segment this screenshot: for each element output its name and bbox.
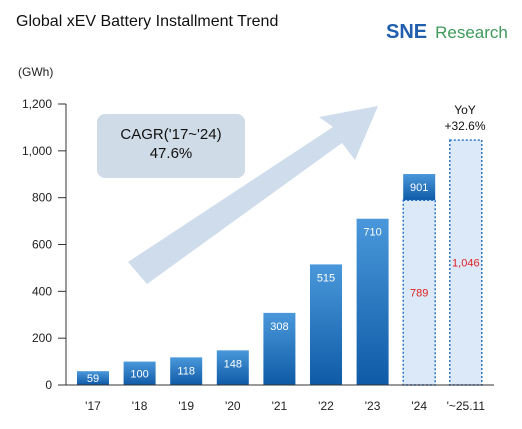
x-tick-label: '22 <box>318 399 334 413</box>
bar <box>170 357 203 385</box>
bar-value-label: 308 <box>270 321 288 333</box>
x-tick-label: '21 <box>272 399 288 413</box>
growth-arrow <box>128 106 378 284</box>
x-tick-label: '~25.11 <box>447 399 486 413</box>
y-tick-label: 0 <box>45 378 52 392</box>
bar <box>216 350 249 385</box>
sne-research-logo: SNE Research <box>386 21 508 43</box>
x-tick-label: '19 <box>178 399 194 413</box>
y-tick-label: 1,200 <box>22 97 52 111</box>
bars: 59 100 118 148 308 515 710 901 789 1,046 <box>77 139 483 386</box>
x-tick-label: '23 <box>365 399 381 413</box>
bar-value-label: 1,046 <box>452 258 480 270</box>
bar <box>403 174 436 201</box>
cagr-box-bg <box>97 114 245 178</box>
cagr-line1: CAGR('17~'24) <box>120 126 221 143</box>
yoy-label: YoY +32.6% <box>444 103 485 133</box>
yoy-line1: YoY <box>454 103 476 117</box>
y-axis: 0 200 400 600 800 1,000 1,200 <box>22 97 67 392</box>
chart-title: Global xEV Battery Installment Trend <box>16 13 278 30</box>
bar-value-label: 118 <box>177 365 195 377</box>
bar-dotted <box>402 199 436 386</box>
bar-partial-label: 789 <box>410 288 428 300</box>
x-tick-label: '20 <box>225 399 241 413</box>
unit-label: (GWh) <box>18 65 53 79</box>
x-tick-label: '17 <box>85 399 101 413</box>
x-tick-label: '24 <box>411 399 427 413</box>
x-tick-label: '18 <box>132 399 148 413</box>
cagr-box: CAGR('17~'24) 47.6% <box>97 114 245 178</box>
bar-value-label: 59 <box>87 373 99 385</box>
bar-value-label: 901 <box>410 182 428 194</box>
growth-arrow-shape <box>128 106 378 284</box>
bar <box>77 371 109 385</box>
yoy-line2: +32.6% <box>444 119 485 133</box>
bar-value-label: 100 <box>130 368 148 380</box>
x-axis: '17 '18 '19 '20 '21 '22 '23 '24 '~25.11 <box>85 399 485 413</box>
y-tick-label: 200 <box>32 331 52 345</box>
y-tick-label: 400 <box>32 284 52 298</box>
y-tick-label: 600 <box>32 238 52 252</box>
bar-value-label: 710 <box>363 227 381 239</box>
bar-value-label: 515 <box>317 272 335 284</box>
bar <box>356 218 389 385</box>
logo-brand: SNE <box>386 21 427 43</box>
bar-dotted <box>449 139 483 386</box>
cagr-line2: 47.6% <box>150 145 193 162</box>
bar <box>263 312 296 385</box>
y-tick-label: 1,000 <box>22 144 52 158</box>
bar <box>123 361 156 385</box>
bar-value-label: 148 <box>224 358 242 370</box>
bar <box>310 264 342 385</box>
y-tick-label: 800 <box>32 191 52 205</box>
logo-suffix: Research <box>435 23 508 42</box>
